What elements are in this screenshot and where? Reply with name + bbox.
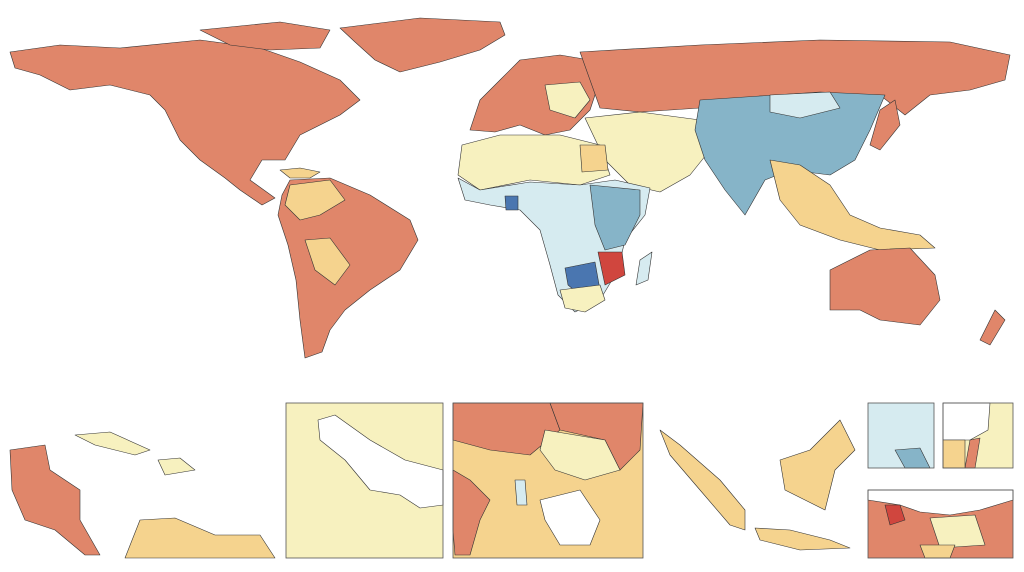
region-caribbean [279,167,321,179]
inset-west-africa [867,402,935,469]
region-albania [514,479,528,506]
region-bolivia-peru [304,237,351,286]
inset-northern-europe [867,489,1014,559]
region-europe-east [544,81,591,119]
world-main-map [9,17,1011,359]
region-west-africa-a [504,195,519,211]
inset-balkans [452,402,644,559]
region-greenland [339,17,506,73]
region-hispaniola [157,457,196,476]
region-madagascar [635,251,653,286]
region-mongolia [769,91,841,119]
region-poland [929,514,986,549]
region-czechia [919,544,956,559]
region-southern-africa-b [597,251,626,286]
region-north-america [9,39,361,206]
region-sumatra [659,429,746,531]
region-denmark [884,504,906,526]
region-venezuela-colombia [124,517,276,559]
aegean-sea [539,489,601,546]
inset-indonesia [659,419,856,551]
region-mexico-central-america [9,444,101,556]
region-cuba [74,431,151,456]
persian-gulf-water [317,414,444,509]
region-russia [579,39,1011,116]
region-egypt [942,439,966,469]
inset-central-america [9,431,276,559]
region-arctic-islands [199,21,331,51]
region-new-zealand [979,309,1006,346]
region-north-africa [457,134,611,191]
region-southeast-asia [769,159,936,251]
region-australia [829,247,941,326]
region-java [754,527,851,551]
region-japan [869,99,901,151]
region-south-africa [559,284,606,313]
inset-persian-gulf [285,402,444,559]
inset-levant [942,402,1014,469]
region-borneo [779,419,856,511]
region-east-africa [589,184,641,251]
region-romania [539,429,621,481]
region-middle-east [584,111,711,193]
region-andean [284,179,346,221]
region-sudan [579,144,609,173]
